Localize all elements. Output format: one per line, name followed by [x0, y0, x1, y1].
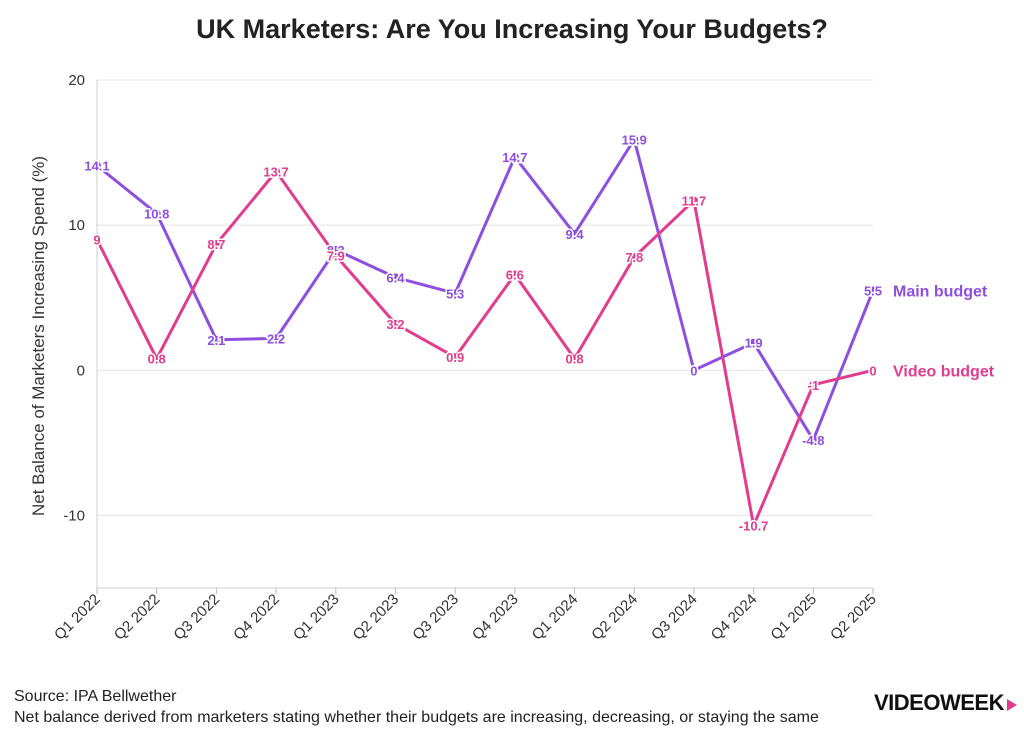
data-point — [152, 209, 161, 218]
data-point — [749, 338, 758, 347]
videoweek-logo: VIDEOWEEK — [874, 690, 1017, 716]
x-tick-label: Q2 2022 — [111, 591, 164, 644]
data-point — [451, 289, 460, 298]
x-tick-label: Q4 2024 — [708, 591, 761, 644]
y-tick-label: -10 — [63, 507, 85, 524]
data-label: 14.1 — [84, 159, 109, 174]
x-tick-label: Q2 2024 — [588, 591, 641, 644]
data-label: 15.9 — [622, 133, 647, 148]
x-tick-label: Q1 2025 — [767, 591, 820, 644]
data-point — [272, 167, 281, 176]
series-name-label: Main budget — [893, 283, 988, 300]
data-point — [510, 152, 519, 161]
data-label: -4.8 — [802, 433, 824, 448]
data-label: -1 — [808, 378, 820, 393]
data-label: 14.7 — [502, 150, 527, 165]
data-label: -10.7 — [739, 519, 769, 534]
data-label: 8.7 — [207, 237, 225, 252]
data-point — [391, 319, 400, 328]
data-label: 0 — [869, 363, 876, 378]
x-tick-label: Q4 2022 — [230, 591, 283, 644]
data-point — [93, 161, 101, 170]
data-label: 0 — [690, 363, 697, 378]
data-point — [869, 286, 877, 295]
data-label: 9 — [93, 233, 100, 248]
data-point — [749, 521, 758, 530]
data-label: 0.8 — [148, 352, 166, 367]
data-point — [331, 251, 340, 260]
series-name-label: Video budget — [893, 363, 995, 380]
data-label: 7.8 — [625, 250, 643, 265]
data-point — [689, 196, 698, 205]
logo-text: VIDEOWEEK — [874, 690, 1004, 715]
data-point — [570, 229, 579, 238]
x-tick-label: Q2 2025 — [827, 591, 880, 644]
series-line-video — [95, 169, 875, 528]
data-label: 6.4 — [386, 270, 405, 285]
y-tick-label: 20 — [68, 72, 85, 89]
data-label: 5.5 — [864, 283, 882, 298]
data-label: 9.4 — [565, 227, 584, 242]
x-axis: Q1 2022 Q2 2022 Q3 2022 Q4 2022 Q1 2023 Q2 20… — [51, 587, 880, 644]
data-label: 11.7 — [682, 193, 707, 208]
data-point — [689, 366, 698, 375]
data-label: 2.2 — [267, 331, 285, 346]
data-label: 0.8 — [565, 352, 583, 367]
x-tick-label: Q4 2023 — [469, 591, 522, 644]
data-label: 7.9 — [327, 249, 345, 264]
data-label: 3.2 — [386, 317, 404, 332]
x-tick-label: Q3 2024 — [648, 591, 701, 644]
data-label: 13.7 — [263, 164, 288, 179]
y-axis: -10 0 10 20 — [63, 72, 98, 588]
data-label: 5.3 — [446, 286, 464, 301]
data-point — [510, 270, 519, 279]
data-point — [93, 235, 101, 244]
y-tick-label: 0 — [77, 362, 85, 379]
data-point — [809, 380, 818, 389]
data-point — [272, 334, 281, 343]
x-tick-label: Q3 2023 — [409, 591, 462, 644]
x-tick-label: Q1 2024 — [529, 591, 582, 644]
data-point — [869, 366, 877, 375]
data-point — [570, 354, 579, 363]
data-point — [451, 353, 460, 362]
series-group — [93, 135, 877, 530]
data-point — [152, 354, 161, 363]
source-note: Source: IPA Bellwether — [14, 688, 177, 705]
data-label: 6.6 — [506, 267, 524, 282]
grid-lines — [97, 79, 873, 516]
data-point — [630, 135, 639, 144]
y-axis-label: Net Balance of Marketers Increasing Spen… — [29, 156, 48, 516]
data-labels: 14.1 10.8 2.1 2.2 8.3 6.4 5.3 14.7 9.4 15.9 0 1.9 -4… — [83, 131, 995, 535]
x-tick-label: Q2 2023 — [350, 591, 403, 644]
data-point — [630, 253, 639, 262]
data-label: 1.9 — [745, 336, 763, 351]
method-note: Net balance derived from marketers stati… — [14, 709, 819, 726]
data-label: 10.8 — [144, 207, 169, 222]
chart-title: UK Marketers: Are You Increasing Your Bu… — [196, 14, 828, 44]
data-point — [809, 435, 818, 444]
data-label: 8.3 — [327, 243, 345, 258]
data-point — [391, 273, 400, 282]
footer: Source: IPA Bellwether Net balance deriv… — [14, 686, 819, 728]
data-point — [212, 335, 221, 344]
play-icon — [1006, 699, 1017, 711]
y-tick-label: 10 — [68, 217, 85, 234]
x-tick-label: Q1 2022 — [51, 591, 104, 644]
data-label: 2.1 — [207, 333, 225, 348]
data-point — [212, 240, 221, 249]
data-label: 0.9 — [446, 350, 464, 365]
x-tick-label: Q3 2022 — [171, 591, 224, 644]
series-line-main — [95, 138, 875, 442]
x-tick-label: Q1 2023 — [290, 591, 343, 644]
